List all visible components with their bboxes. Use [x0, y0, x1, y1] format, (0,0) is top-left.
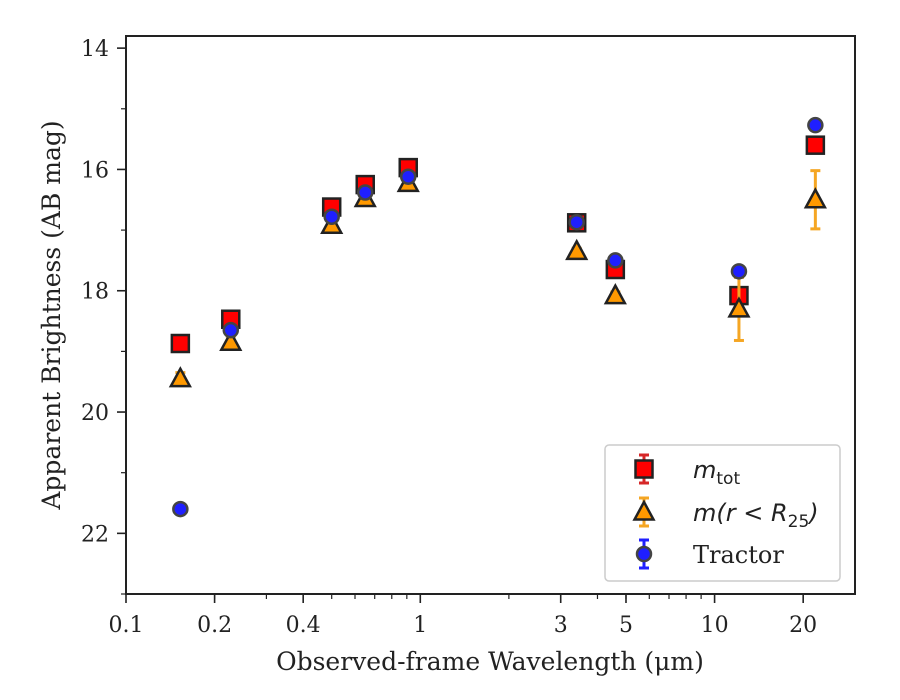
- point-mr25: [727, 296, 751, 318]
- legend-mtot-main: m: [693, 456, 716, 484]
- legend-label-mtot: mtot: [693, 456, 740, 489]
- y-tick-label: 14: [81, 37, 109, 62]
- y-tick-label: 22: [81, 522, 109, 547]
- legend-mr25-close: ): [807, 499, 818, 527]
- point-tractor: [730, 263, 748, 280]
- point-mr25: [803, 187, 827, 209]
- point-mr25: [603, 282, 627, 305]
- x-tick-label: 0.1: [109, 613, 144, 638]
- legend-label-mr25: m(r < R25): [693, 499, 819, 532]
- legend-mtot-sub: tot: [716, 469, 740, 489]
- legend-mr25-main: m(r < R: [693, 499, 788, 527]
- point-tractor: [568, 213, 585, 231]
- legend-label-tractor: Tractor: [693, 541, 784, 569]
- y-tick-label: 20: [81, 401, 109, 426]
- x-tick-label: 3: [554, 613, 568, 638]
- x-tick-label: 10: [701, 613, 729, 638]
- x-axis-title: Observed-frame Wavelength (μm): [276, 647, 704, 676]
- point-tractor: [356, 184, 374, 201]
- point-tractor: [222, 321, 240, 339]
- legend-marker-mr25: [632, 499, 656, 521]
- y-axis-title: Apparent Brightness (AB mag): [37, 120, 66, 510]
- point-mr25: [565, 238, 589, 261]
- plot-frame: [125, 35, 856, 595]
- axis-ticks: 0.1 0.2 0.4 1 3 5 10 20 14 16 18 20 22: [81, 37, 817, 638]
- point-tractor: [323, 208, 340, 225]
- point-tractor: [607, 252, 624, 269]
- x-tick-label: 5: [619, 613, 633, 638]
- legend-marker-tractor: [635, 545, 653, 563]
- y-tick-label: 16: [81, 158, 109, 183]
- legend-marker-mtot: [634, 459, 654, 479]
- series-mtot: [170, 135, 826, 354]
- point-mr25: [168, 366, 192, 388]
- x-tick-label: 0.2: [197, 613, 232, 638]
- point-mtot: [170, 333, 191, 354]
- series-mr25: [168, 169, 827, 388]
- x-tick-label: 0.4: [286, 613, 321, 638]
- data-series: [168, 116, 827, 518]
- series-tractor: [172, 116, 824, 518]
- point-tractor: [172, 500, 189, 518]
- legend-symbols: [632, 453, 656, 570]
- x-tick-label: 20: [789, 613, 817, 638]
- y-tick-label: 18: [81, 280, 109, 305]
- legend-mr25-sub: 25: [788, 512, 810, 532]
- point-mtot: [805, 135, 826, 155]
- point-tractor: [399, 168, 417, 185]
- x-tick-label: 1: [413, 613, 427, 638]
- legend: mtot m(r < R25) Tractor: [604, 444, 841, 582]
- point-mr25: [219, 329, 243, 352]
- point-tractor: [807, 116, 824, 134]
- legend-box: [604, 444, 841, 582]
